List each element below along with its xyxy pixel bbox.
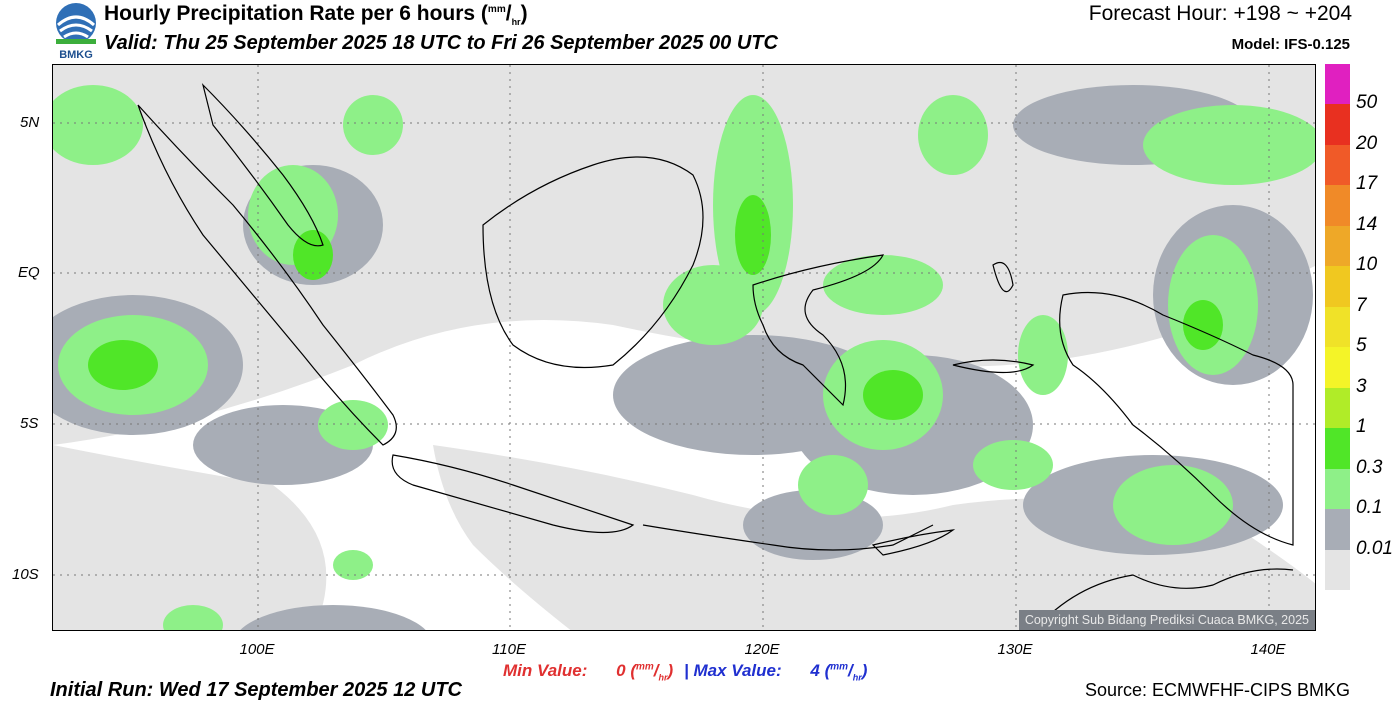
lon-label-100e: 100E <box>239 641 275 658</box>
colorbar-level-label: 0.01 <box>1356 537 1393 559</box>
colorbar-level-label: 20 <box>1356 132 1378 154</box>
lon-label-120e: 120E <box>744 641 780 658</box>
lon-label-140e: 140E <box>1250 641 1286 658</box>
min-value: 0 <box>616 661 626 680</box>
colorbar-segment <box>1325 468 1350 510</box>
colorbar-segment <box>1325 306 1350 348</box>
copyright-note: Copyright Sub Bidang Prediksi Cuaca BMKG… <box>1018 610 1315 630</box>
min-unit-num: mm <box>636 661 654 673</box>
lat-label-eq: EQ <box>18 264 40 281</box>
colorbar-segment <box>1325 266 1350 307</box>
bmkg-logo-text: BMKG <box>59 49 93 61</box>
colorbar-segment <box>1325 549 1350 590</box>
map-title: Hourly Precipitation Rate per 6 hours (m… <box>104 2 528 28</box>
colorbar-level-label: 50 <box>1356 92 1378 114</box>
colorbar-level-label: 3 <box>1356 375 1367 397</box>
min-max-line: Min Value: 0 (mm/hr) | Max Value: 4 (mm/… <box>503 661 868 683</box>
forecast-hour: Forecast Hour: +198 ~ +204 <box>1088 2 1352 25</box>
min-label: Min Value: <box>503 661 588 680</box>
colorbar-level-label: 7 <box>1356 294 1367 316</box>
stats-separator: | <box>683 661 689 680</box>
title-unit-num: mm <box>487 4 506 15</box>
lon-label-110e: 110E <box>492 641 526 658</box>
colorbar-segment <box>1325 347 1350 388</box>
data-source: Source: ECMWFHF-CIPS BMKG <box>1084 680 1350 700</box>
initial-run: Initial Run: Wed 17 September 2025 12 UT… <box>50 679 462 701</box>
map-coastlines <box>137 83 1294 630</box>
colorbar-segment <box>1325 144 1350 186</box>
lat-label-5s: 5S <box>20 415 39 432</box>
lat-label-10s: 10S <box>12 566 39 583</box>
title-text: Hourly Precipitation Rate per 6 hours <box>104 2 476 25</box>
colorbar-segment <box>1325 64 1350 105</box>
colorbar-labels: 50 20 17 14 10 7 5 3 1 0.3 0.1 0.01 <box>1356 64 1400 604</box>
precipitation-map: Copyright Sub Bidang Prediksi Cuaca BMKG… <box>52 64 1316 631</box>
model-name: Model: IFS-0.125 <box>1231 36 1350 53</box>
precipitation-field <box>53 65 1315 630</box>
bmkg-logo: BMKG <box>52 1 100 61</box>
precip-bright-green <box>88 195 1223 420</box>
colorbar-segment <box>1325 225 1350 267</box>
lon-label-130e: 130E <box>997 641 1033 658</box>
bmkg-logo-icon <box>56 3 96 44</box>
colorbar-level-label: 10 <box>1356 254 1378 276</box>
colorbar-level-label: 5 <box>1356 335 1367 357</box>
max-label: Max Value: <box>693 661 782 680</box>
colorbar <box>1325 64 1350 590</box>
colorbar-level-label: 17 <box>1356 173 1378 195</box>
colorbar-level-label: 14 <box>1356 213 1378 235</box>
colorbar-segment <box>1325 509 1350 550</box>
colorbar-segment <box>1325 387 1350 429</box>
colorbar-segment <box>1325 104 1350 145</box>
colorbar-segment <box>1325 185 1350 226</box>
min-unit-den: hr <box>658 672 668 683</box>
max-value: 4 <box>810 661 820 680</box>
max-unit-den: hr <box>852 672 862 683</box>
colorbar-segment <box>1325 428 1350 469</box>
max-unit-num: mm <box>830 661 849 673</box>
valid-period: Valid: Thu 25 September 2025 18 UTC to F… <box>104 32 778 54</box>
colorbar-level-label: 1 <box>1356 416 1367 438</box>
colorbar-level-label: 0.3 <box>1356 456 1383 478</box>
map-gridlines <box>53 65 1315 630</box>
colorbar-level-label: 0.1 <box>1356 497 1383 519</box>
lat-label-5n: 5N <box>20 114 40 131</box>
title-unit-den: hr <box>511 17 521 28</box>
